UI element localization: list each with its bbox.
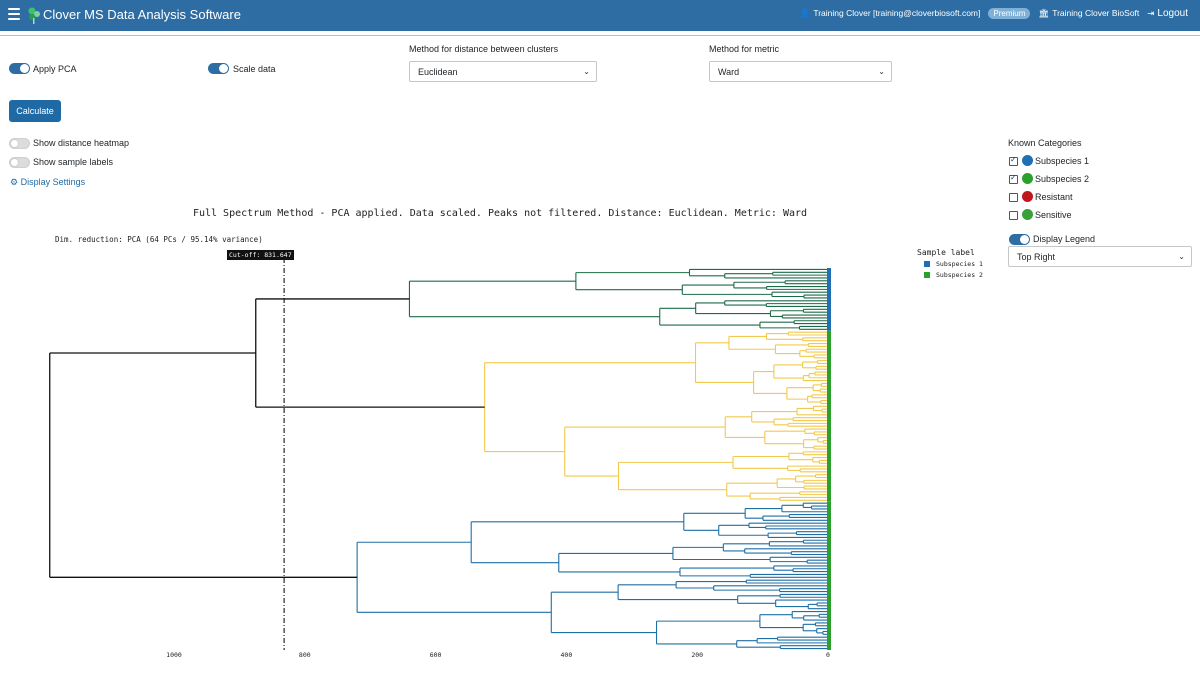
top-navbar: Clover MS Data Analysis Software 👤 Traini…	[0, 0, 1200, 31]
sample-label-strip	[827, 330, 831, 502]
sample-label-strip	[827, 268, 831, 331]
display-settings-link[interactable]: ⚙ Display Settings	[10, 177, 86, 187]
chevron-down-icon: ⌄	[1178, 252, 1185, 261]
plan-badge: Premium	[988, 8, 1031, 19]
divider	[0, 35, 1200, 36]
distance-method-select[interactable]: Euclidean ⌄	[409, 61, 597, 82]
user-account[interactable]: 👤 Training Clover [training@cloverbiosoft…	[799, 8, 981, 18]
category-checkbox-resistant[interactable]	[1009, 193, 1018, 202]
category-checkbox-sensitive[interactable]	[1009, 211, 1018, 220]
category-checkbox-subspecies-1[interactable]	[1009, 155, 1018, 166]
legend-position-select[interactable]: Top Right ⌄	[1008, 246, 1192, 267]
chevron-down-icon: ⌄	[583, 67, 590, 76]
logout-link[interactable]: ⇥ Logout	[1147, 8, 1188, 19]
organization-link[interactable]: 🏛 Training Clover BioSoft	[1038, 8, 1140, 18]
x-tick-label: 400	[560, 651, 573, 659]
legend-swatch	[924, 272, 930, 278]
category-label: Resistant	[1035, 192, 1073, 202]
show-heatmap-toggle[interactable]	[9, 138, 30, 149]
cutoff-label: Cut-off: 831.647	[227, 250, 294, 260]
legend-entry: Subspecies 1	[924, 260, 983, 268]
chevron-down-icon: ⌄	[878, 67, 885, 76]
logout-icon: ⇥	[1147, 8, 1155, 18]
apply-pca-label: Apply PCA	[33, 64, 77, 74]
known-categories-title: Known Categories	[1008, 138, 1082, 148]
category-color-dot	[1022, 191, 1033, 202]
x-tick-label: 600	[429, 651, 442, 659]
category-color-dot	[1022, 173, 1033, 184]
scale-data-label: Scale data	[233, 64, 276, 74]
show-heatmap-label: Show distance heatmap	[33, 138, 130, 148]
calculate-button[interactable]: Calculate	[9, 100, 61, 122]
scale-data-toggle[interactable]	[208, 63, 229, 74]
category-label: Sensitive	[1035, 210, 1072, 220]
category-checkbox-subspecies-2[interactable]	[1009, 173, 1018, 184]
category-color-dot	[1022, 155, 1033, 166]
gear-icon: ⚙	[10, 177, 19, 187]
category-label: Subspecies 2	[1035, 174, 1090, 184]
distance-method-label: Method for distance between clusters	[409, 44, 559, 54]
category-label: Subspecies 1	[1035, 156, 1090, 166]
metric-method-select[interactable]: Ward ⌄	[709, 61, 892, 82]
legend-swatch	[924, 261, 930, 267]
legend-entry: Subspecies 2	[924, 271, 983, 279]
apply-pca-toggle[interactable]	[9, 63, 30, 74]
display-legend-toggle[interactable]	[1009, 234, 1030, 245]
user-icon: 👤	[799, 8, 811, 18]
category-color-dot	[1022, 209, 1033, 220]
menu-icon[interactable]	[8, 8, 20, 20]
dendrogram-plot	[49, 258, 831, 650]
x-tick-label: 200	[691, 651, 704, 659]
chart-title: Full Spectrum Method - PCA applied. Data…	[192, 208, 808, 219]
x-tick-label: 800	[298, 651, 311, 659]
building-icon: 🏛	[1038, 8, 1050, 18]
metric-method-label: Method for metric	[709, 44, 780, 54]
display-legend-label: Display Legend	[1033, 234, 1096, 244]
x-tick-label: 0	[826, 651, 830, 659]
x-tick-label: 1000	[166, 651, 182, 659]
app-title: Clover MS Data Analysis Software	[43, 7, 241, 22]
legend-title: Sample label	[917, 248, 975, 257]
clover-logo-icon	[28, 7, 40, 24]
show-sample-labels-toggle[interactable]	[9, 157, 30, 168]
show-sample-labels-label: Show sample labels	[33, 157, 114, 167]
chart-subtitle: Dim. reduction: PCA (64 PCs / 95.14% var…	[55, 235, 263, 244]
sample-label-strip	[827, 501, 831, 650]
